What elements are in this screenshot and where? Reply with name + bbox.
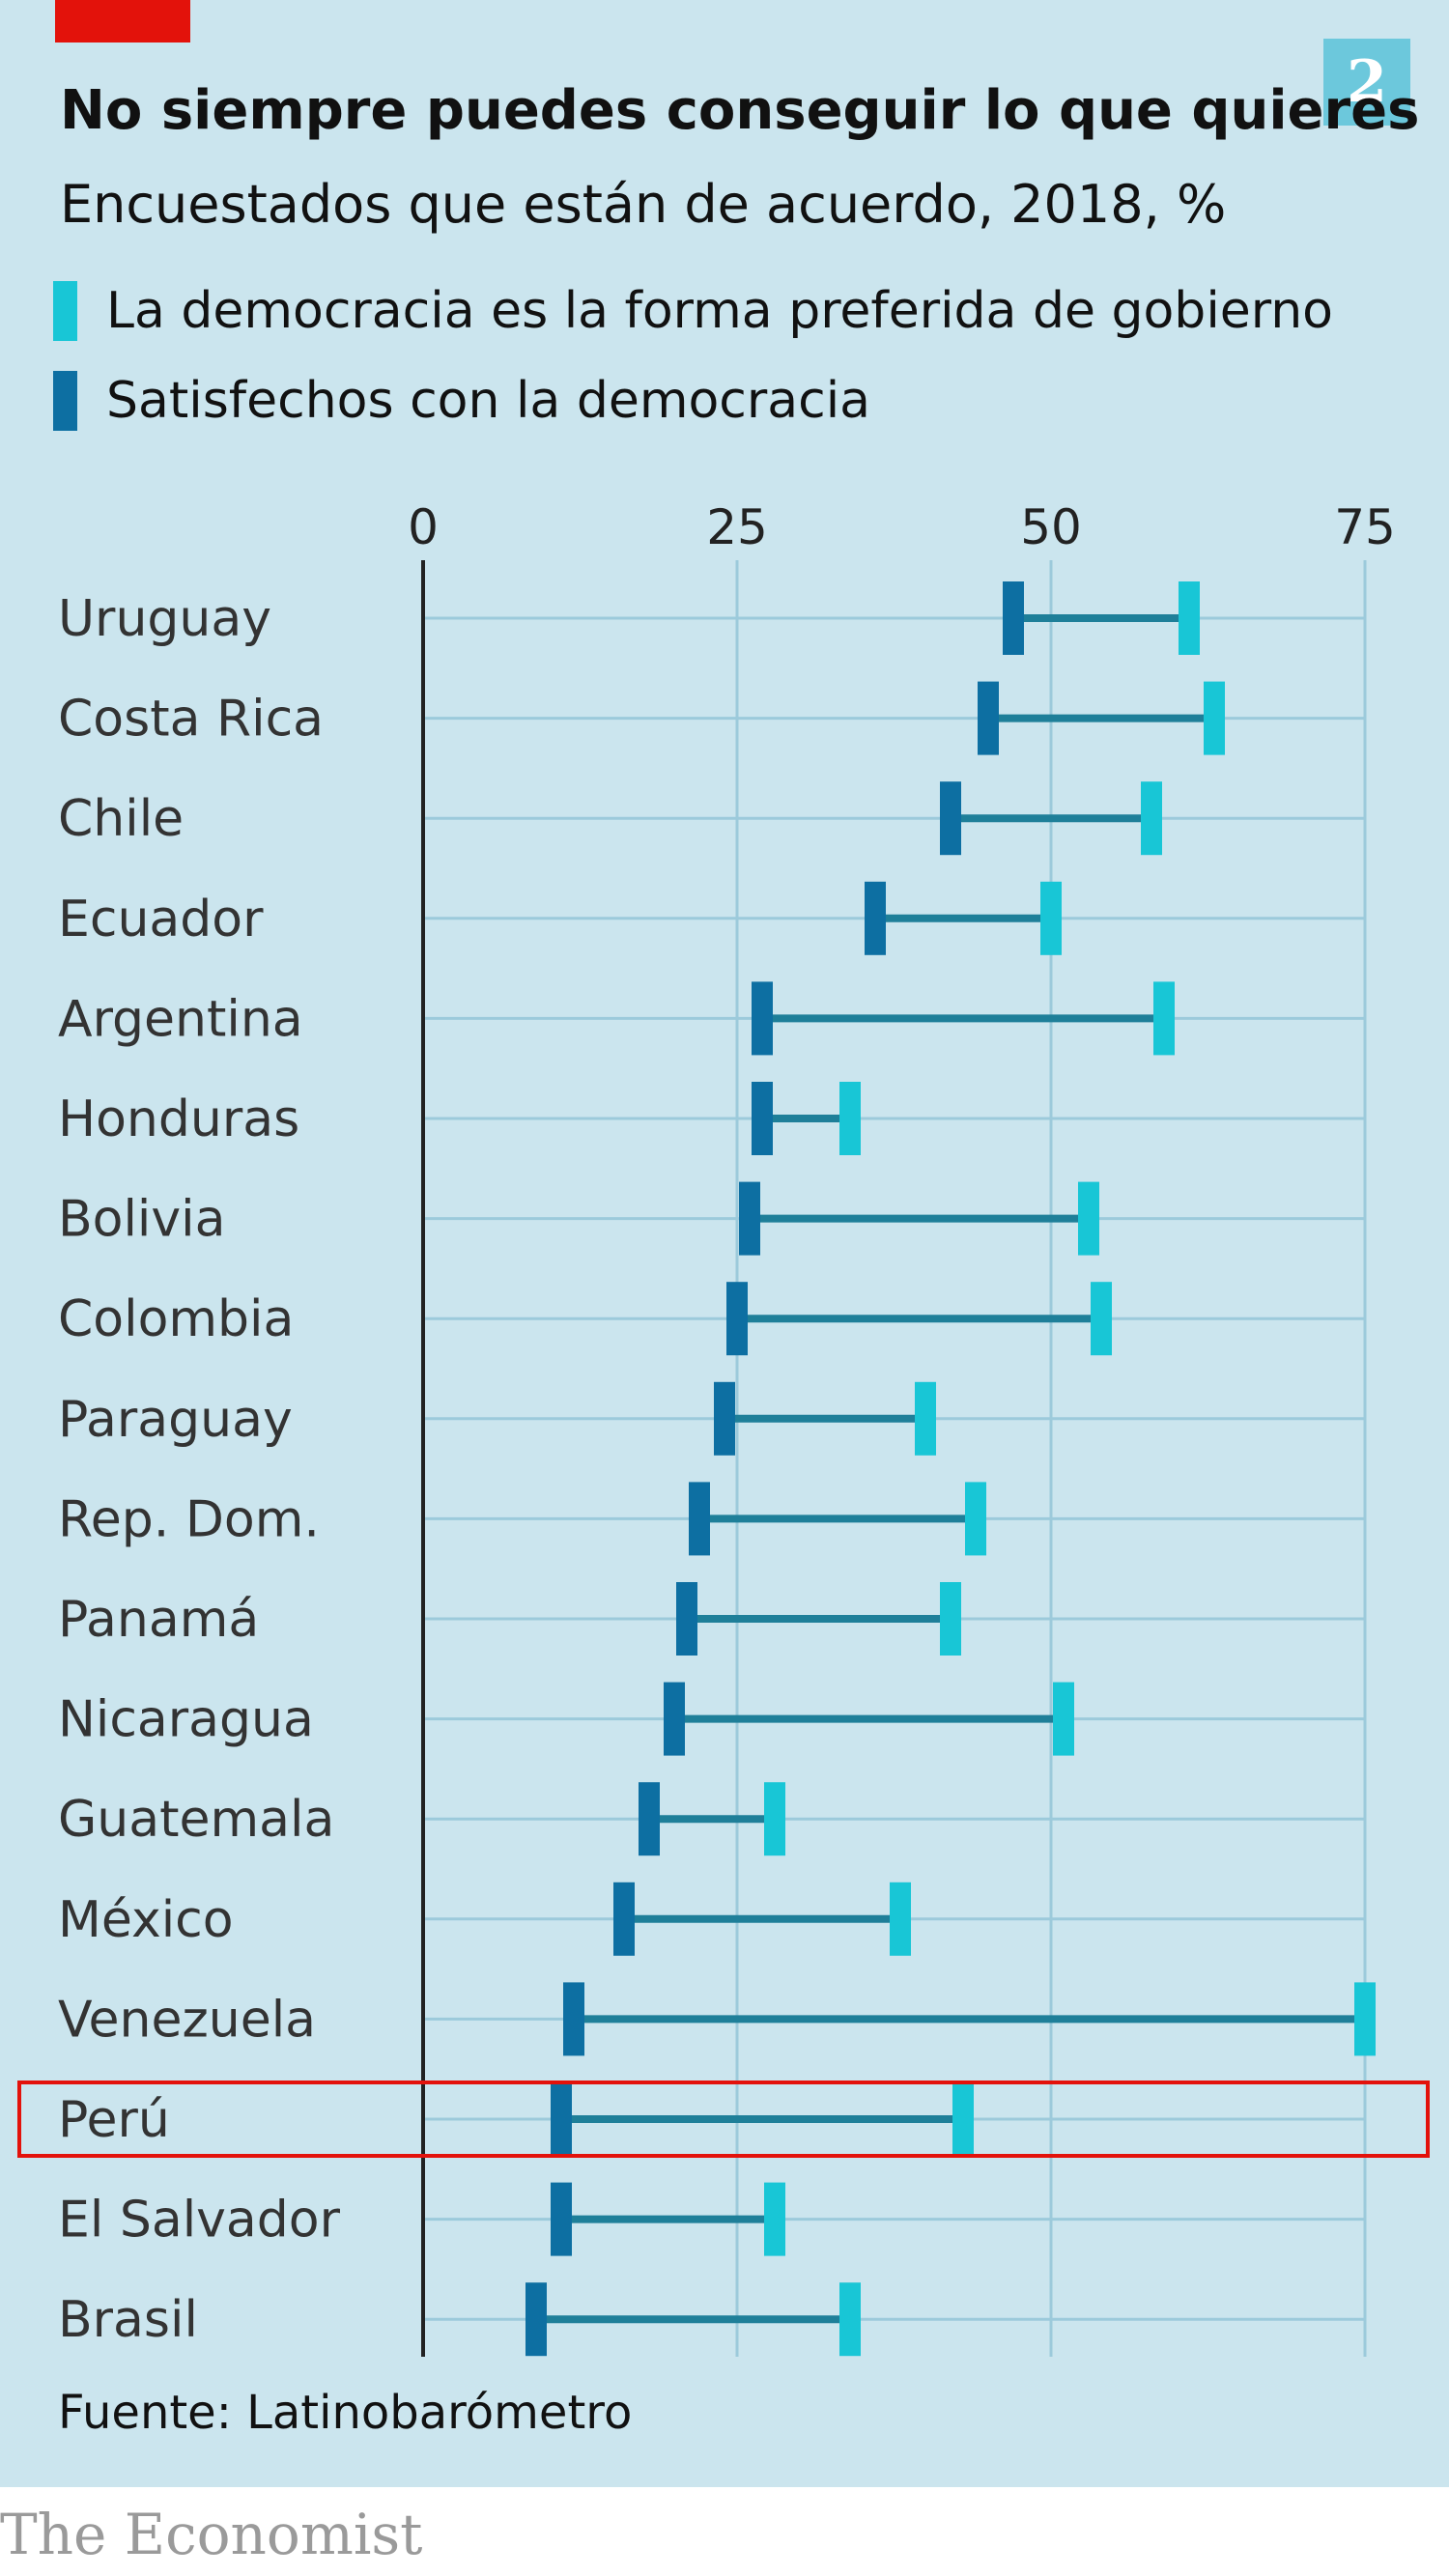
preferred-marker [1153,981,1175,1056]
satisfied-marker [563,1982,584,2056]
preferred-marker [1141,781,1162,856]
preferred-marker [1354,1982,1376,2056]
x-tick-label: 75 [1334,499,1396,555]
category-label: Colombia [58,1290,294,1348]
preferred-marker [764,1782,785,1856]
satisfied-marker [639,1782,660,1856]
legend-item-preferred: La democracia es la forma preferida de g… [53,277,1333,345]
category-label: Ecuador [58,891,264,948]
x-tick-label: 50 [1020,499,1082,555]
preferred-marker [839,2282,861,2357]
preferred-marker [1040,881,1062,955]
economist-logo: The Economist [0,2502,423,2567]
category-label: Uruguay [58,590,271,648]
preferred-marker [890,1882,911,1956]
category-label: Argentina [58,990,303,1048]
category-label: Venezuela [58,1991,316,2049]
satisfied-marker [865,881,886,955]
category-label: Perú [58,2091,170,2149]
preferred-marker [952,2082,974,2156]
legend-swatch-preferred [53,281,77,341]
x-tick-label: 0 [408,499,439,555]
category-label: Bolivia [58,1191,225,1249]
preferred-marker [915,1381,936,1456]
satisfied-marker [752,1082,773,1155]
category-label: Nicaragua [58,1691,314,1749]
preferred-marker [1078,1181,1099,1256]
preferred-marker [1204,681,1225,755]
satisfied-marker [676,1582,697,1656]
category-label: Panamá [58,1591,259,1649]
chart-title: No siempre puedes conseguir lo que quier… [60,79,1420,142]
preferred-marker [1091,1282,1112,1356]
dumbbell-chart: 0 25 50 75 Uruguay Costa Rica Chile Ecuador Arge… [17,499,1430,2357]
category-label: Guatemala [58,1791,334,1849]
chart-number-badge: 2 [1323,39,1410,126]
preferred-marker [1179,581,1200,655]
chart-panel [0,0,1449,2487]
preferred-marker [1053,1682,1074,1756]
category-label: El Salvador [58,2192,341,2250]
category-label: Brasil [58,2291,198,2349]
preferred-marker [940,1582,961,1656]
legend-swatch-satisfied [53,371,77,431]
satisfied-marker [714,1381,735,1456]
category-label: Paraguay [58,1391,293,1449]
satisfied-marker [1003,581,1024,655]
satisfied-marker [613,1882,635,1956]
satisfied-marker [978,681,999,755]
satisfied-marker [739,1181,760,1256]
satisfied-marker [551,2182,572,2256]
legend-label-satisfied: Satisfechos con la democracia [106,372,871,430]
brand-red-tab [55,0,190,42]
preferred-marker [839,1082,861,1155]
preferred-marker [764,2182,785,2256]
satisfied-marker [526,2282,547,2357]
category-label: México [58,1891,234,1949]
satisfied-marker [551,2082,572,2156]
legend-label-preferred: La democracia es la forma preferida de g… [106,282,1333,340]
legend-item-satisfied: Satisfechos con la democracia [53,367,870,435]
satisfied-marker [940,781,961,856]
satisfied-marker [752,981,773,1056]
category-label: Honduras [58,1090,299,1148]
satisfied-marker [664,1682,685,1756]
source-note: Fuente: Latinobarómetro [58,2386,633,2440]
satisfied-marker [726,1282,748,1356]
chart-subtitle: Encuestados que están de acuerdo, 2018, … [60,174,1227,235]
category-label: Chile [58,790,184,848]
x-tick-label: 25 [706,499,768,555]
category-label: Costa Rica [58,691,324,749]
satisfied-marker [689,1482,710,1556]
category-label: Rep. Dom. [58,1490,320,1548]
preferred-marker [965,1482,986,1556]
highlight-box [17,2081,1430,2158]
